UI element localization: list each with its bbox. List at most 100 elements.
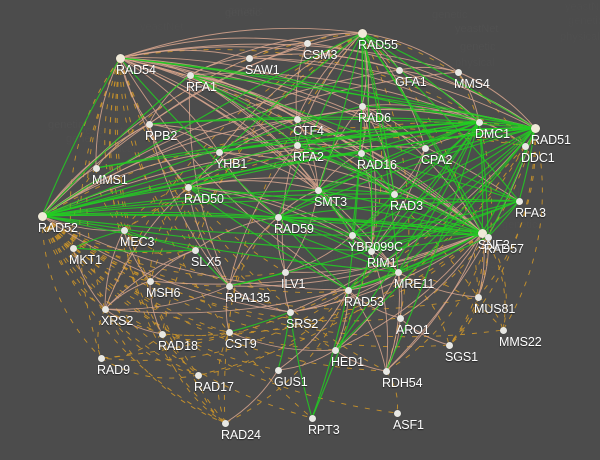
graph-edge[interactable] bbox=[361, 32, 480, 123]
graph-edge[interactable] bbox=[104, 308, 163, 335]
graph-edge[interactable] bbox=[317, 105, 363, 191]
graph-edge[interactable] bbox=[123, 229, 349, 293]
graph-edge[interactable] bbox=[296, 144, 395, 195]
graph-edge[interactable] bbox=[95, 57, 121, 169]
graph-node-rad6[interactable] bbox=[358, 102, 366, 110]
graph-edge[interactable] bbox=[399, 317, 450, 346]
graph-edge[interactable] bbox=[277, 200, 520, 218]
graph-edge[interactable] bbox=[95, 121, 480, 169]
graph-edge[interactable] bbox=[334, 232, 483, 351]
graph-node-rim1[interactable] bbox=[367, 247, 375, 255]
graph-edge[interactable] bbox=[41, 215, 226, 424]
graph-edge[interactable] bbox=[296, 118, 319, 191]
graph-edge[interactable] bbox=[361, 105, 536, 129]
graph-edge[interactable] bbox=[361, 32, 526, 147]
graph-edge[interactable] bbox=[119, 57, 220, 153]
graph-edge[interactable] bbox=[228, 285, 291, 313]
graph-node-rpa135[interactable] bbox=[225, 282, 233, 290]
graph-edge[interactable] bbox=[399, 232, 483, 319]
graph-edge[interactable] bbox=[104, 249, 196, 310]
graph-edge[interactable] bbox=[277, 32, 363, 218]
graph-edge[interactable] bbox=[360, 121, 480, 154]
graph-edge[interactable] bbox=[361, 32, 399, 273]
graph-edge[interactable] bbox=[228, 232, 483, 287]
graph-edge[interactable] bbox=[114, 57, 199, 376]
graph-node-rdh54[interactable] bbox=[382, 367, 390, 375]
graph-edge[interactable] bbox=[41, 74, 191, 217]
graph-edge[interactable] bbox=[296, 144, 483, 234]
graph-edge[interactable] bbox=[148, 32, 363, 125]
graph-edge[interactable] bbox=[518, 127, 536, 202]
graph-edge[interactable] bbox=[478, 121, 489, 238]
graph-edge[interactable] bbox=[224, 369, 279, 424]
graph-edge[interactable] bbox=[277, 311, 291, 371]
graph-edge[interactable] bbox=[424, 121, 480, 149]
graph-node-snf2[interactable] bbox=[477, 228, 487, 238]
graph-edge[interactable] bbox=[370, 147, 426, 252]
graph-edge[interactable] bbox=[119, 57, 150, 125]
graph-edge[interactable] bbox=[277, 216, 399, 273]
graph-edge[interactable] bbox=[187, 186, 279, 218]
graph-edge[interactable] bbox=[104, 308, 226, 424]
graph-node-smt3[interactable] bbox=[314, 186, 322, 194]
graph-edge[interactable] bbox=[225, 285, 230, 333]
graph-edge[interactable] bbox=[119, 57, 363, 107]
graph-edge[interactable] bbox=[161, 331, 230, 341]
graph-edge[interactable] bbox=[149, 186, 189, 282]
graph-edge[interactable] bbox=[317, 152, 362, 191]
graph-edge[interactable] bbox=[228, 216, 279, 287]
graph-edge[interactable] bbox=[187, 121, 480, 188]
graph-edge[interactable] bbox=[69, 57, 121, 249]
graph-edge[interactable] bbox=[317, 189, 395, 195]
graph-edge[interactable] bbox=[370, 121, 480, 252]
graph-edge[interactable] bbox=[100, 289, 349, 361]
graph-edge[interactable] bbox=[277, 216, 353, 236]
graph-edge[interactable] bbox=[104, 285, 230, 310]
graph-edge[interactable] bbox=[248, 53, 400, 71]
graph-edge[interactable] bbox=[385, 232, 483, 372]
graph-node-saw1[interactable] bbox=[245, 54, 253, 62]
graph-edge[interactable] bbox=[41, 215, 398, 414]
graph-edge[interactable] bbox=[317, 189, 483, 234]
graph-edge[interactable] bbox=[119, 57, 313, 419]
graph-edge[interactable] bbox=[361, 32, 536, 129]
graph-edge[interactable] bbox=[41, 215, 372, 252]
graph-edge[interactable] bbox=[119, 37, 308, 59]
graph-node-rad59[interactable] bbox=[274, 213, 282, 221]
graph-node-cpa2[interactable] bbox=[421, 144, 429, 152]
graph-edge[interactable] bbox=[317, 121, 480, 191]
graph-edge[interactable] bbox=[41, 215, 387, 372]
graph-edge[interactable] bbox=[189, 57, 250, 76]
graph-node-cst9[interactable] bbox=[225, 328, 233, 336]
graph-node-hed1[interactable] bbox=[331, 346, 339, 354]
graph-node-mms22[interactable] bbox=[499, 326, 507, 334]
graph-node-mus81[interactable] bbox=[474, 293, 482, 301]
graph-edge[interactable] bbox=[277, 349, 336, 371]
graph-edge[interactable] bbox=[119, 57, 536, 129]
graph-edge[interactable] bbox=[218, 151, 279, 218]
graph-edge[interactable] bbox=[41, 215, 401, 322]
graph-edge[interactable] bbox=[41, 215, 230, 333]
graph-edge[interactable] bbox=[477, 236, 489, 298]
graph-edge[interactable] bbox=[317, 32, 363, 191]
graph-edge[interactable] bbox=[347, 289, 387, 372]
graph-node-rad54[interactable] bbox=[115, 53, 125, 63]
graph-edge[interactable] bbox=[119, 57, 480, 123]
graph-edge[interactable] bbox=[457, 71, 536, 129]
graph-edge[interactable] bbox=[397, 271, 403, 319]
graph-edge[interactable] bbox=[123, 229, 226, 424]
graph-node-yhb1[interactable] bbox=[215, 148, 223, 156]
graph-edge[interactable] bbox=[370, 200, 520, 252]
graph-edge[interactable] bbox=[187, 32, 363, 188]
graph-edge[interactable] bbox=[104, 32, 363, 310]
graph-edge[interactable] bbox=[161, 32, 363, 335]
graph-edge[interactable] bbox=[397, 271, 479, 298]
graph-node-dmc1[interactable] bbox=[475, 118, 483, 126]
graph-edge[interactable] bbox=[119, 27, 363, 59]
graph-edge[interactable] bbox=[41, 215, 125, 231]
graph-edge[interactable] bbox=[41, 215, 163, 335]
graph-edge[interactable] bbox=[123, 229, 199, 376]
graph-node-rad52[interactable] bbox=[37, 211, 47, 221]
graph-edge[interactable] bbox=[360, 152, 395, 195]
graph-edge[interactable] bbox=[41, 144, 298, 217]
